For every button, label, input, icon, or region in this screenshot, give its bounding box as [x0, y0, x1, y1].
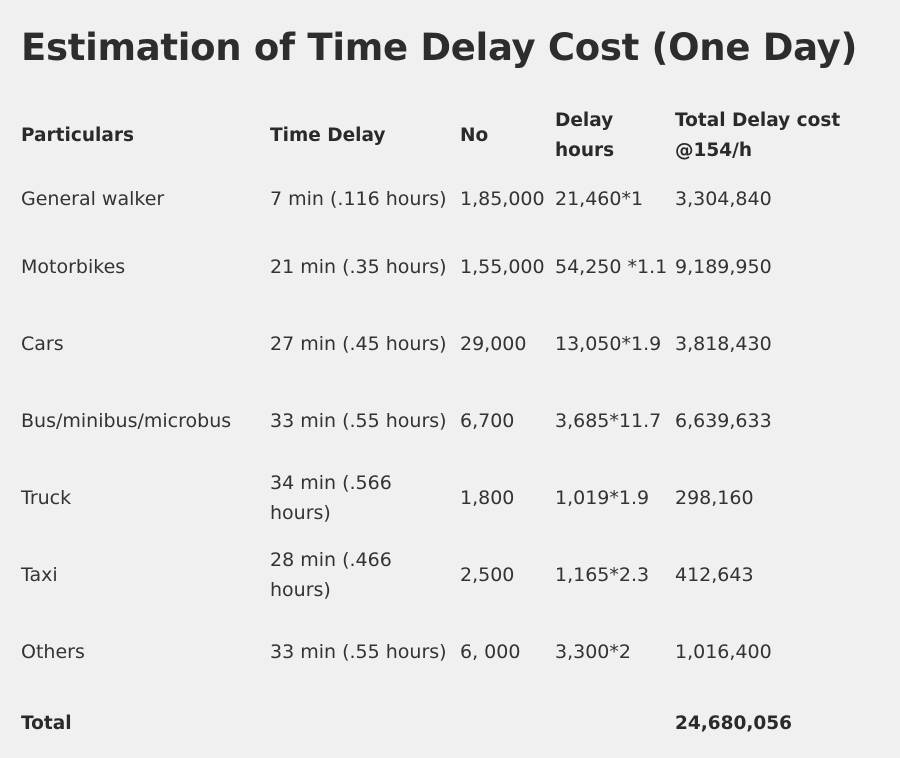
cell-delay-hours: 1,019*1.9	[555, 486, 650, 509]
table-total-row: Total 24,680,056	[16, 690, 870, 758]
cell-total-delay-cost: 6,639,633	[675, 409, 772, 432]
cell-delay-hours: 21,460*1	[555, 188, 644, 210]
cell-no: 1,55,000	[460, 255, 545, 278]
header-no: No	[460, 125, 489, 146]
table-row: Others 33 min (.55 hours) 6, 000 3,300*2…	[16, 613, 870, 690]
cell-time-delay: 33 min (.55 hours)	[270, 409, 447, 432]
cell-particulars: Bus/minibus/microbus	[21, 409, 232, 432]
total-empty-time-delay	[265, 690, 455, 758]
cell-delay-hours: 13,050*1.9	[555, 332, 662, 355]
cell-total-delay-cost: 3,304,840	[675, 188, 772, 210]
cell-particulars: Motorbikes	[21, 255, 126, 278]
page-title: Estimation of Time Delay Cost (One Day)	[21, 26, 858, 69]
table-header-row: Particulars Time Delay No Delay hours To…	[16, 102, 870, 170]
cell-no: 29,000	[460, 332, 527, 355]
cell-time-delay: 7 min (.116 hours)	[270, 188, 447, 210]
cell-particulars: Truck	[21, 486, 72, 509]
total-label: Total	[21, 713, 72, 734]
header-delay-hours: Delay hours	[555, 110, 615, 161]
cell-no: 2,500	[460, 563, 515, 586]
total-value: 24,680,056	[675, 713, 793, 734]
table-row: Taxi 28 min (.466 hours) 2,500 1,165*2.3…	[16, 536, 870, 613]
header-time-delay: Time Delay	[270, 125, 386, 146]
total-empty-delay-hours	[550, 690, 670, 758]
cell-time-delay: 27 min (.45 hours)	[270, 332, 447, 355]
table-row: Truck 34 min (.566 hours) 1,800 1,019*1.…	[16, 459, 870, 536]
cell-particulars: Others	[21, 640, 85, 663]
cell-no: 1,800	[460, 486, 515, 509]
cell-no: 6,700	[460, 409, 515, 432]
cell-particulars: General walker	[21, 188, 165, 210]
cell-particulars: Cars	[21, 332, 64, 355]
cell-particulars: Taxi	[21, 563, 58, 586]
cell-no: 6, 000	[460, 640, 521, 663]
cell-time-delay: 28 min (.466 hours)	[270, 548, 392, 601]
cell-delay-hours: 54,250 *1.1	[555, 255, 668, 278]
cell-time-delay: 21 min (.35 hours)	[270, 255, 447, 278]
cell-total-delay-cost: 9,189,950	[675, 255, 772, 278]
cell-delay-hours: 1,165*2.3	[555, 563, 650, 586]
cell-time-delay: 33 min (.55 hours)	[270, 640, 447, 663]
total-empty-no	[455, 690, 550, 758]
cell-delay-hours: 3,685*11.7	[555, 409, 662, 432]
cell-total-delay-cost: 298,160	[675, 486, 754, 509]
table-row: Bus/minibus/microbus 33 min (.55 hours) …	[16, 382, 870, 459]
cell-total-delay-cost: 412,643	[675, 563, 754, 586]
delay-cost-table: Particulars Time Delay No Delay hours To…	[16, 102, 870, 758]
cell-total-delay-cost: 3,818,430	[675, 332, 772, 355]
table-row: Cars 27 min (.45 hours) 29,000 13,050*1.…	[16, 305, 870, 382]
cell-time-delay: 34 min (.566 hours)	[270, 471, 392, 524]
header-particulars: Particulars	[21, 125, 134, 146]
cell-delay-hours: 3,300*2	[555, 640, 631, 663]
header-total-delay-cost: Total Delay cost @154/h	[675, 110, 841, 161]
table-row: General walker 7 min (.116 hours) 1,85,0…	[16, 170, 870, 228]
cell-no: 1,85,000	[460, 188, 545, 210]
cell-total-delay-cost: 1,016,400	[675, 640, 772, 663]
table-row: Motorbikes 21 min (.35 hours) 1,55,000 5…	[16, 228, 870, 305]
